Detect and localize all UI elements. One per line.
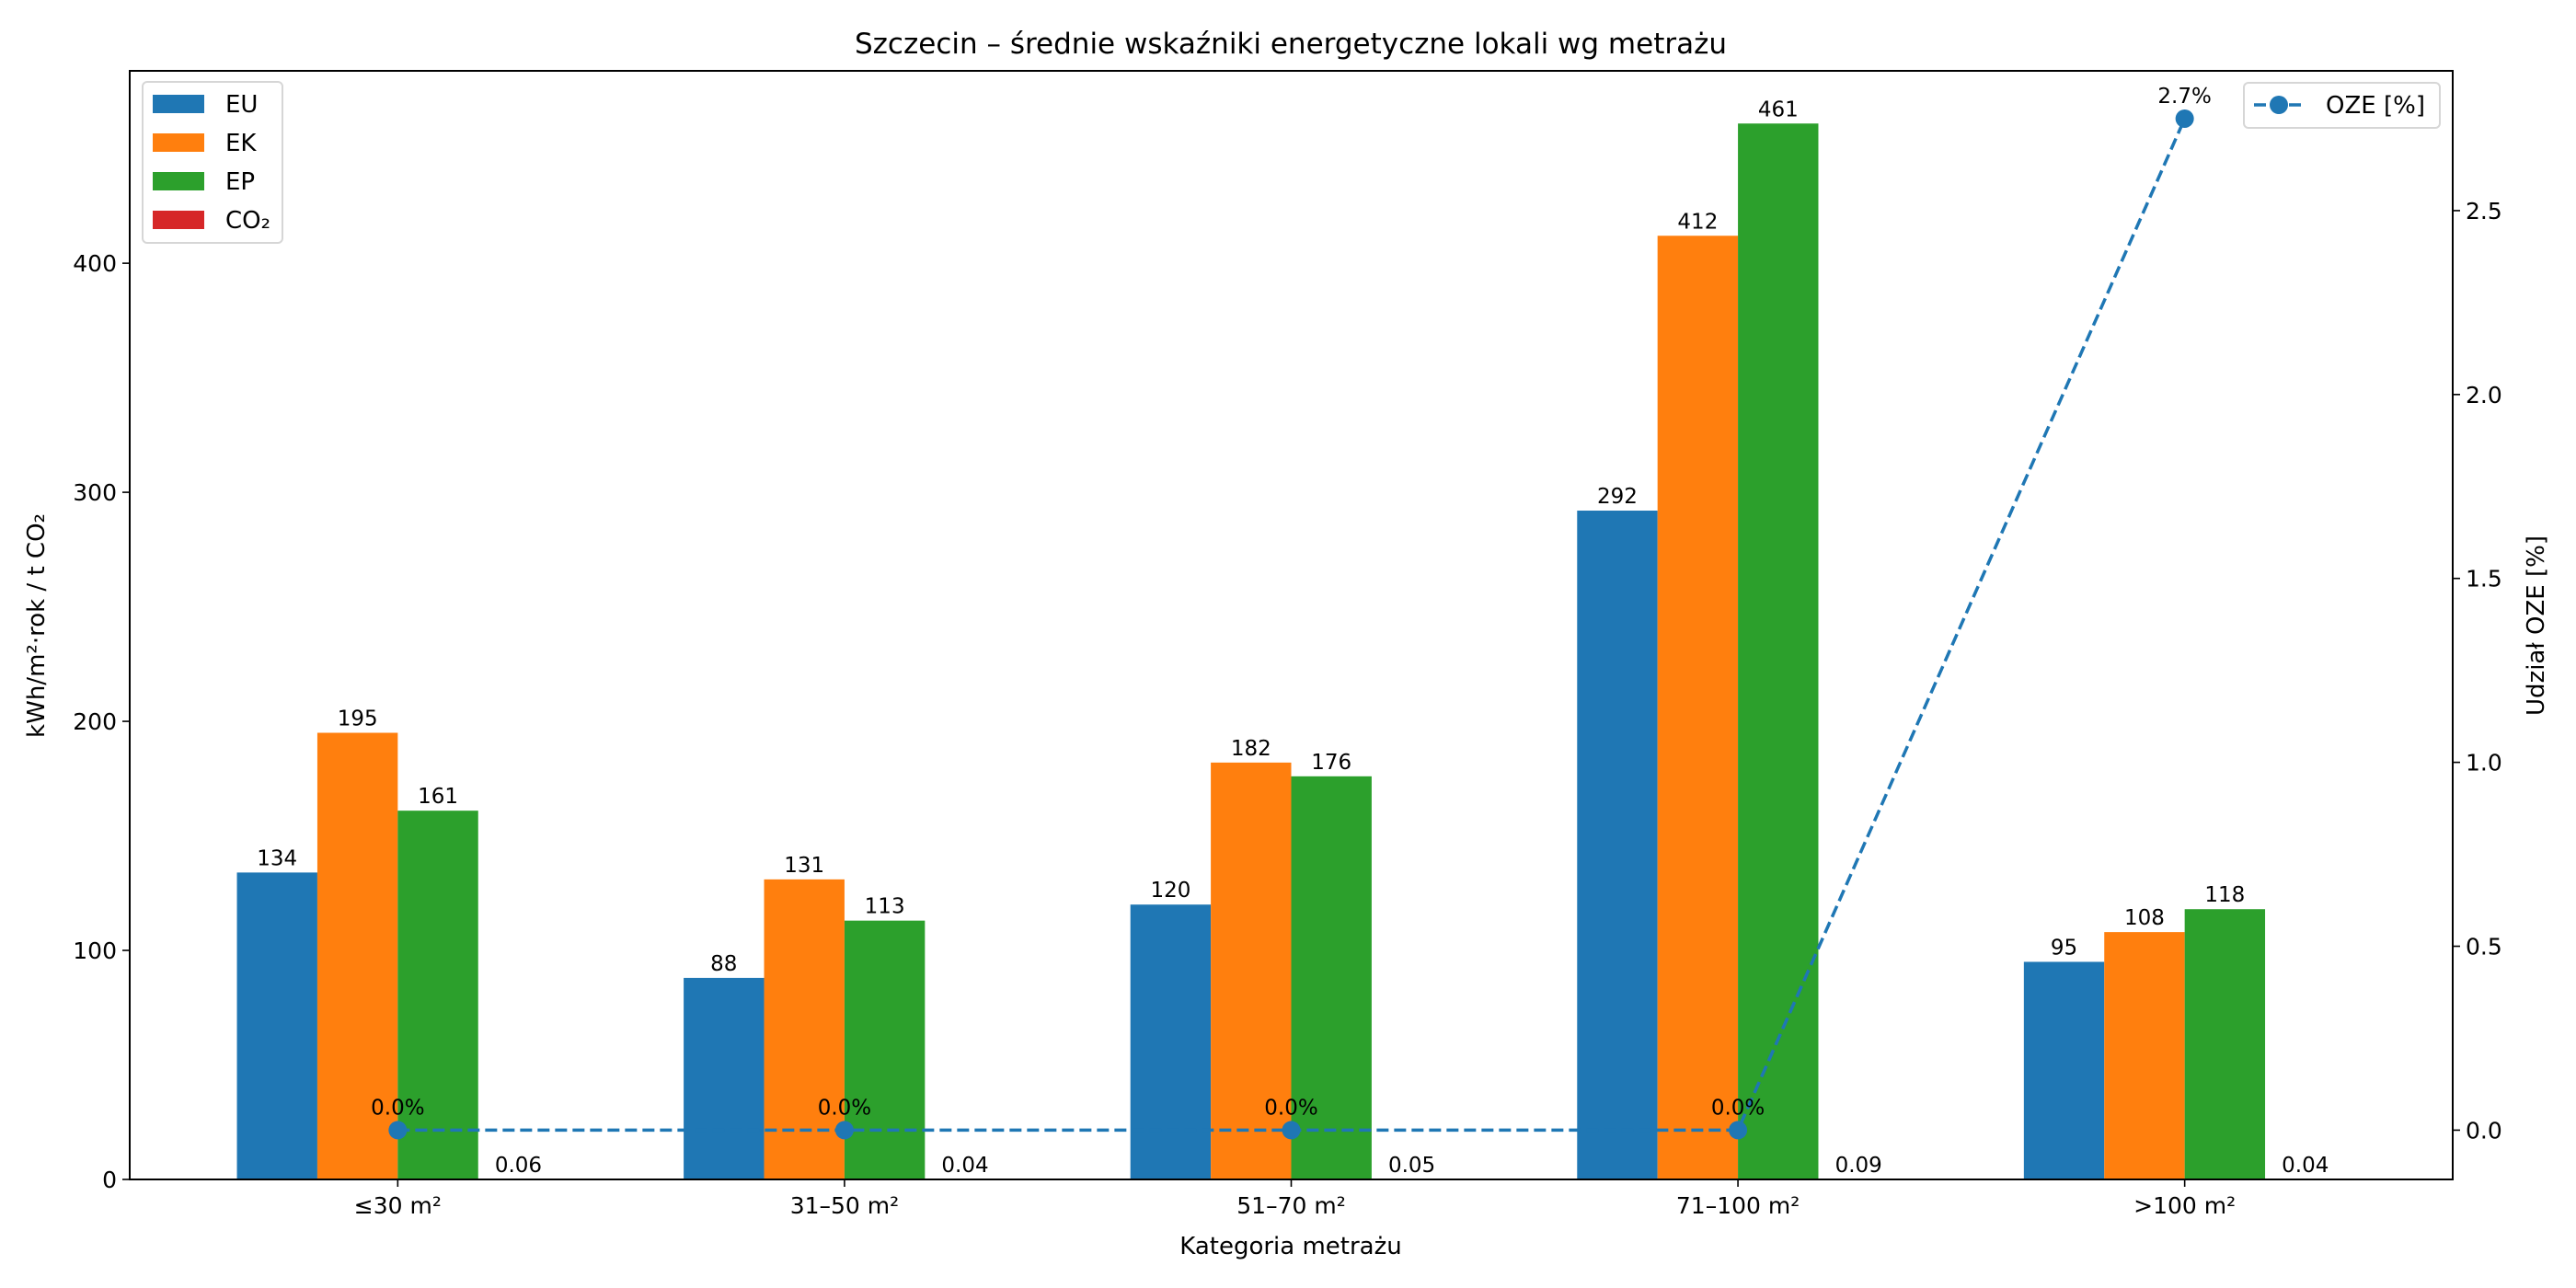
legend-frame bbox=[2243, 82, 2441, 129]
bar-eu bbox=[236, 872, 317, 1179]
oze-value-label: 0.0% bbox=[371, 1096, 424, 1120]
legend-bars: EU EK EP CO₂ bbox=[142, 81, 283, 244]
legend-line: OZE [%] bbox=[2243, 82, 2441, 129]
bar-eu bbox=[2023, 961, 2105, 1179]
bar-value-label: 134 bbox=[257, 846, 297, 870]
bar-value-label: 108 bbox=[2124, 906, 2165, 930]
bar-value-label: 292 bbox=[1597, 485, 1638, 509]
y-right-tick-label: 1.0 bbox=[2466, 750, 2502, 776]
bar-value-label: 113 bbox=[865, 895, 905, 919]
bar-value-label: 0.05 bbox=[1388, 1154, 1435, 1178]
bar-ep bbox=[1291, 776, 1372, 1179]
y-right-tick-label: 2.0 bbox=[2466, 382, 2502, 408]
bar-eu bbox=[1130, 904, 1212, 1179]
bar-ep bbox=[397, 811, 478, 1179]
y-right-tick-label: 0.0 bbox=[2466, 1117, 2502, 1144]
legend-label: EP bbox=[225, 168, 255, 196]
bar-value-label: 0.06 bbox=[495, 1154, 542, 1178]
oze-value-label: 0.0% bbox=[1264, 1096, 1317, 1120]
bar-value-label: 161 bbox=[418, 785, 458, 809]
legend-frame bbox=[142, 81, 283, 244]
legend-label: OZE [%] bbox=[2326, 92, 2425, 120]
x-axis-label: Kategoria metrażu bbox=[1179, 1233, 1402, 1260]
legend-swatch-ek bbox=[153, 133, 204, 152]
bar-ek bbox=[2104, 932, 2185, 1179]
oze-value-label: 2.7% bbox=[2157, 85, 2211, 109]
legend-swatch-ep bbox=[153, 172, 204, 190]
x-tick-label: 31–50 m² bbox=[790, 1192, 899, 1219]
x-axis: ≤30 m² 31–50 m² 51–70 m² 71–100 m² >100 m² bbox=[354, 1179, 2236, 1219]
bar-value-label: 461 bbox=[1758, 98, 1799, 121]
y-axis-right-label: Udział OZE [%] bbox=[2523, 535, 2550, 716]
y-tick-label: 100 bbox=[73, 937, 117, 964]
bar-ek bbox=[1211, 762, 1292, 1179]
bar-ek bbox=[764, 879, 845, 1179]
bar-ep bbox=[1738, 123, 1819, 1179]
bars-layer: 134 88 120 292 95 195 131 182 412 108 161 113 176 461… bbox=[236, 98, 2346, 1179]
y-right-tick-label: 1.5 bbox=[2466, 566, 2502, 592]
oze-marker bbox=[388, 1121, 408, 1140]
bar-value-label: 131 bbox=[784, 854, 824, 878]
oze-marker bbox=[1282, 1121, 1301, 1140]
bar-value-label: 120 bbox=[1150, 879, 1190, 903]
bar-ek bbox=[1657, 236, 1739, 1179]
y-tick-label: 400 bbox=[73, 250, 117, 277]
legend-label: EK bbox=[225, 130, 257, 157]
y-tick-label: 200 bbox=[73, 708, 117, 735]
bar-value-label: 118 bbox=[2204, 883, 2245, 907]
oze-marker bbox=[1729, 1121, 1748, 1140]
y-axis-left: 0 100 200 300 400 bbox=[73, 250, 130, 1193]
bar-value-label: 182 bbox=[1231, 737, 1271, 761]
legend-label: EU bbox=[225, 91, 258, 119]
bar-eu bbox=[684, 977, 765, 1179]
oze-value-label: 0.0% bbox=[1711, 1096, 1765, 1120]
y-tick-label: 300 bbox=[73, 479, 117, 506]
bar-value-label: 0.04 bbox=[941, 1154, 988, 1178]
legend-marker bbox=[2270, 96, 2288, 114]
chart-title: Szczecin – średnie wskaźniki energetyczn… bbox=[855, 28, 1727, 61]
bar-value-label: 176 bbox=[1311, 751, 1351, 775]
bar-ep bbox=[844, 920, 926, 1179]
bar-ep bbox=[2184, 909, 2266, 1179]
oze-line-layer: 0.0% 0.0% 0.0% 0.0% 2.7% bbox=[371, 85, 2212, 1140]
y-axis-left-label: kWh/m²·rok / t CO₂ bbox=[23, 513, 51, 738]
bar-value-label: 0.04 bbox=[2282, 1154, 2329, 1178]
bar-eu bbox=[1577, 511, 1658, 1179]
x-tick-label: ≤30 m² bbox=[354, 1192, 442, 1219]
x-tick-label: >100 m² bbox=[2133, 1192, 2236, 1219]
legend-swatch-co2 bbox=[153, 211, 204, 229]
bar-value-label: 95 bbox=[2051, 936, 2077, 960]
y-tick-label: 0 bbox=[102, 1167, 117, 1193]
oze-value-label: 0.0% bbox=[818, 1096, 871, 1120]
bar-ek bbox=[316, 732, 398, 1179]
y-axis-right: 0.0 0.5 1.0 1.5 2.0 2.5 bbox=[2453, 198, 2502, 1144]
bar-value-label: 195 bbox=[338, 707, 378, 731]
x-tick-label: 51–70 m² bbox=[1236, 1192, 1345, 1219]
bar-value-label: 412 bbox=[1677, 210, 1718, 234]
bar-value-label: 0.09 bbox=[1835, 1154, 1882, 1178]
y-right-tick-label: 2.5 bbox=[2466, 198, 2502, 224]
legend-swatch-eu bbox=[153, 95, 204, 113]
oze-marker bbox=[834, 1121, 854, 1140]
x-tick-label: 71–100 m² bbox=[1676, 1192, 1800, 1219]
y-right-tick-label: 0.5 bbox=[2466, 934, 2502, 960]
oze-marker bbox=[2175, 109, 2194, 128]
bar-value-label: 88 bbox=[710, 952, 737, 976]
legend-label: CO₂ bbox=[225, 207, 270, 235]
